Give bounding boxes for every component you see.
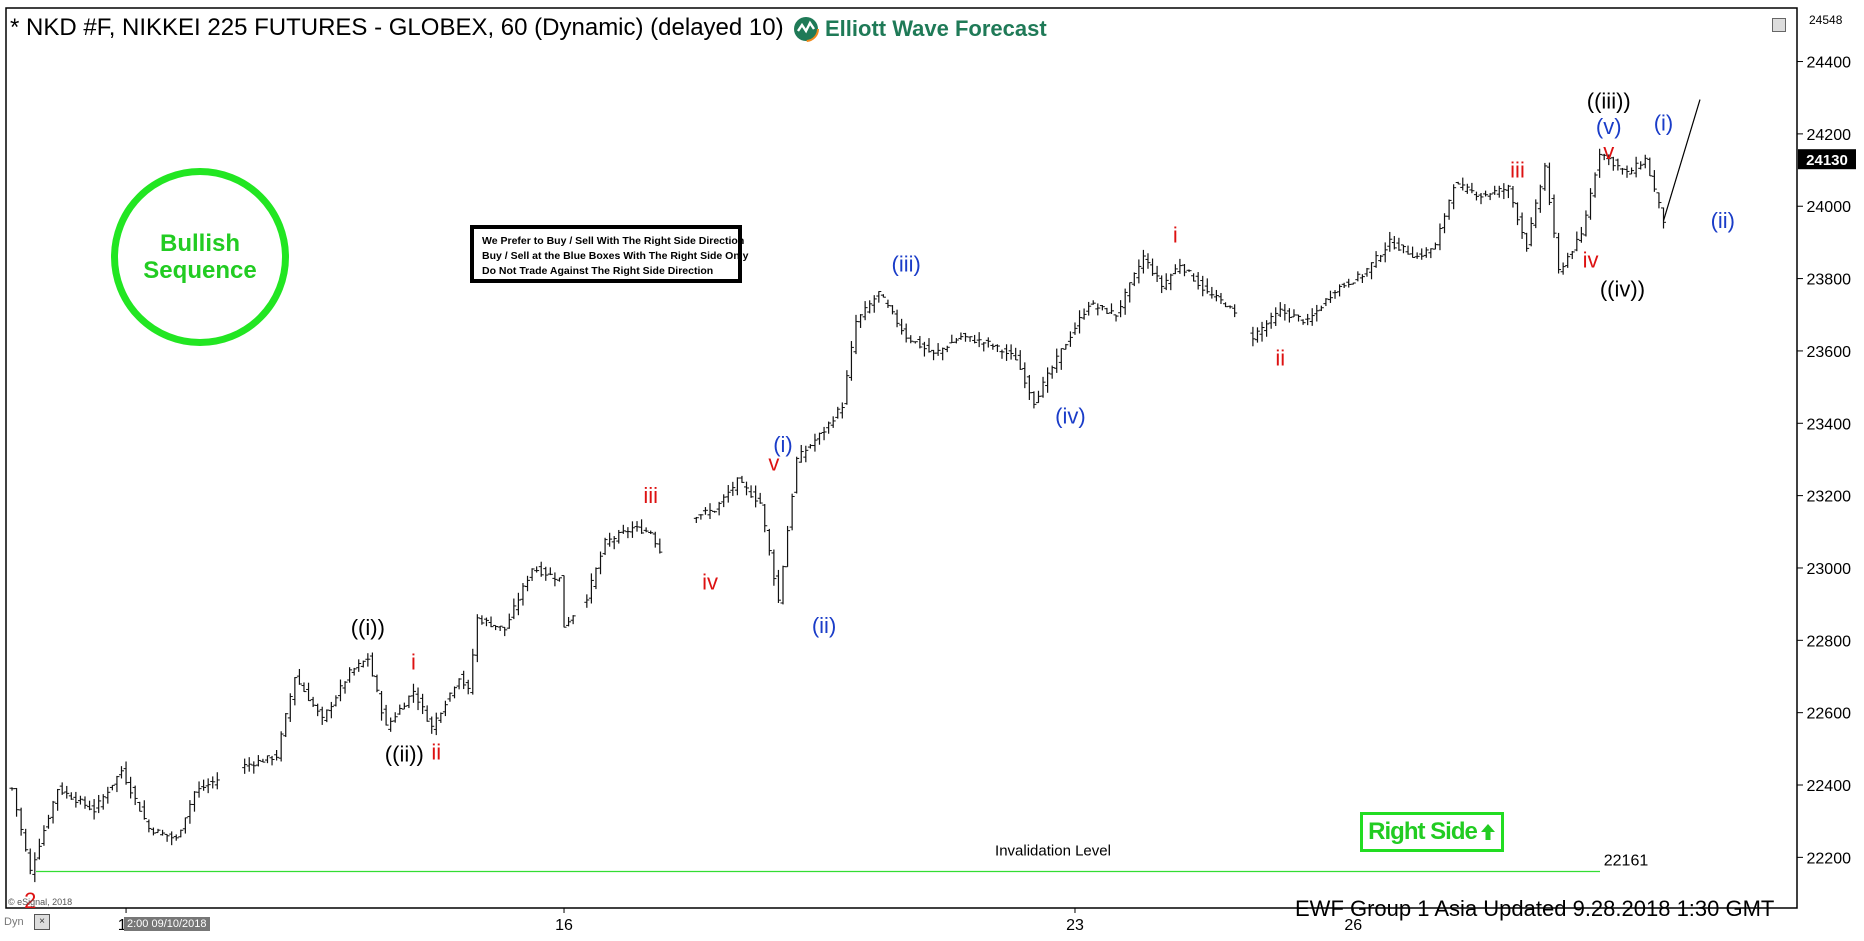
logo-icon	[793, 16, 819, 42]
projection-line	[1662, 99, 1701, 221]
bullish-sequence-badge: Bullish Sequence	[111, 168, 289, 346]
wave-label: ((i))	[351, 615, 385, 640]
note-line-1: We Prefer to Buy / Sell With The Right S…	[482, 235, 745, 247]
y-tick-label: 23800	[1807, 272, 1852, 289]
y-tick-label: 24200	[1807, 127, 1852, 144]
wave-label: (ii)	[1711, 208, 1735, 233]
wave-label: (ii)	[812, 613, 836, 638]
plot-frame	[5, 7, 1798, 909]
y-tick-label: 22800	[1807, 633, 1852, 650]
bullish-line1: Bullish	[159, 230, 240, 257]
wave-label: v	[1603, 139, 1614, 164]
y-tick-label: 23200	[1807, 489, 1852, 506]
wave-label: 2	[24, 888, 36, 913]
wave-label: ((ii))	[385, 741, 424, 766]
trading-note-box: We Prefer to Buy / Sell With The Right S…	[470, 225, 749, 283]
chart-title: * NKD #F, NIKKEI 225 FUTURES - GLOBEX, 6…	[10, 14, 784, 41]
wave-label: iii	[643, 483, 658, 508]
x-tick-label: 26	[1344, 917, 1362, 934]
wave-label: i	[411, 649, 416, 674]
ohlc-bars	[9, 148, 1667, 883]
wave-label: (i)	[1654, 110, 1674, 135]
wave-label: ii	[431, 740, 441, 765]
y-tick-label: 24000	[1807, 199, 1852, 216]
wave-label: iv	[1583, 248, 1599, 273]
wave-label: (iv)	[1055, 403, 1086, 428]
window-restore-icon[interactable]	[1772, 18, 1786, 32]
last-price-label: 24130	[1806, 152, 1848, 169]
up-arrow-icon	[1480, 824, 1495, 840]
y-tick-label: 22200	[1807, 850, 1852, 867]
wave-label: (v)	[1596, 114, 1622, 139]
wave-label: ((iv))	[1600, 277, 1645, 302]
y-tick-label: 23400	[1807, 416, 1852, 433]
wave-label: iii	[1510, 157, 1525, 182]
wave-label: iv	[702, 570, 718, 595]
y-tick-label: 23600	[1807, 344, 1852, 361]
wave-label: v	[768, 450, 779, 475]
invalidation-value: 22161	[1604, 852, 1649, 869]
right-side-label: Right Side	[1368, 818, 1478, 845]
logo-text: Elliott Wave Forecast	[825, 16, 1047, 41]
elliott-wave-forecast-logo: Elliott Wave Forecast	[793, 16, 1047, 42]
cursor-time-label: 2:00 09/10/2018	[124, 917, 210, 931]
last-price-tag	[1798, 149, 1856, 170]
x-tick-label: 23	[1066, 917, 1084, 934]
note-line-3: Do Not Trade Against The Right Side Dire…	[482, 265, 714, 277]
wave-label: ii	[1275, 345, 1285, 370]
right-side-badge: Right Side	[1360, 812, 1504, 852]
wave-label: i	[1173, 222, 1178, 247]
wave-label: (iii)	[892, 251, 921, 276]
wave-label: ((iii))	[1587, 89, 1631, 114]
dyn-toggle-button[interactable]: ×	[34, 914, 50, 930]
y-tick-label: 23000	[1807, 561, 1852, 578]
update-footer: EWF Group 1 Asia Updated 9.28.2018 1:30 …	[1295, 896, 1775, 921]
dyn-label: Dyn	[4, 916, 24, 928]
y-tick-label: 24400	[1807, 55, 1852, 72]
invalidation-label: Invalidation Level	[995, 842, 1111, 859]
y-tick-label: 22600	[1807, 706, 1852, 723]
esignal-copyright: © eSignal, 2018	[8, 897, 73, 907]
note-line-2: Buy / Sell at the Blue Boxes With The Ri…	[482, 250, 749, 262]
y-top-label: 24548	[1809, 13, 1843, 27]
bullish-line2: Sequence	[143, 257, 257, 284]
y-tick-label: 22400	[1807, 778, 1852, 795]
wave-label: (i)	[773, 432, 793, 457]
x-tick-label: 16	[555, 917, 573, 934]
